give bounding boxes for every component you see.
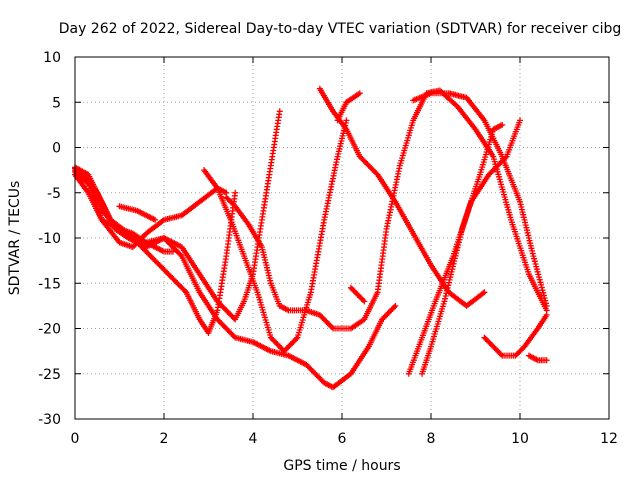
series-arc-7 [201, 117, 350, 355]
x-tick-label: 10 [511, 431, 529, 447]
marker-trail [347, 284, 368, 305]
x-tick-label: 0 [71, 431, 80, 447]
x-axis-label: GPS time / hours [283, 458, 400, 474]
data-markers [72, 85, 550, 391]
y-tick-label: -5 [47, 186, 61, 202]
marker-trail [334, 90, 363, 124]
y-tick-label: -20 [38, 322, 61, 338]
series-arc-15 [481, 311, 550, 359]
x-tick-label: 2 [160, 431, 169, 447]
y-tick-label: 0 [52, 141, 61, 157]
x-tick-label: 8 [427, 431, 436, 447]
y-tick-label: -30 [38, 412, 61, 428]
marker-trail [201, 117, 350, 355]
x-tick-labels: 0 2 4 6 8 10 12 [71, 431, 618, 447]
series-arc-16 [525, 352, 550, 364]
x-tick-label: 12 [600, 431, 618, 447]
x-tick-label: 6 [338, 431, 347, 447]
series-arc-12 [347, 284, 368, 305]
y-tick-label: -10 [38, 231, 61, 247]
y-tick-label: -25 [38, 367, 61, 383]
series-arc-11 [410, 90, 550, 309]
y-tick-label: -15 [38, 276, 61, 292]
series-arc-6 [116, 203, 159, 223]
y-tick-label: 10 [43, 50, 61, 66]
y-tick-labels: -30 -25 -20 -15 -10 -5 0 5 10 [38, 50, 61, 428]
marker-trail [419, 121, 506, 377]
x-tick-label: 4 [249, 431, 258, 447]
y-axis-label: SDTVAR / TECUs [7, 181, 23, 296]
series-arc-10 [334, 90, 363, 124]
marker-trail [410, 90, 550, 309]
chart-title: Day 262 of 2022, Sidereal Day-to-day VTE… [59, 21, 622, 37]
y-tick-label: 5 [52, 95, 61, 111]
series-arc-14 [419, 121, 506, 377]
marker-trail [481, 311, 550, 359]
tick-marks [74, 56, 610, 420]
marker-trail [116, 203, 159, 223]
marker-trail [525, 352, 550, 364]
